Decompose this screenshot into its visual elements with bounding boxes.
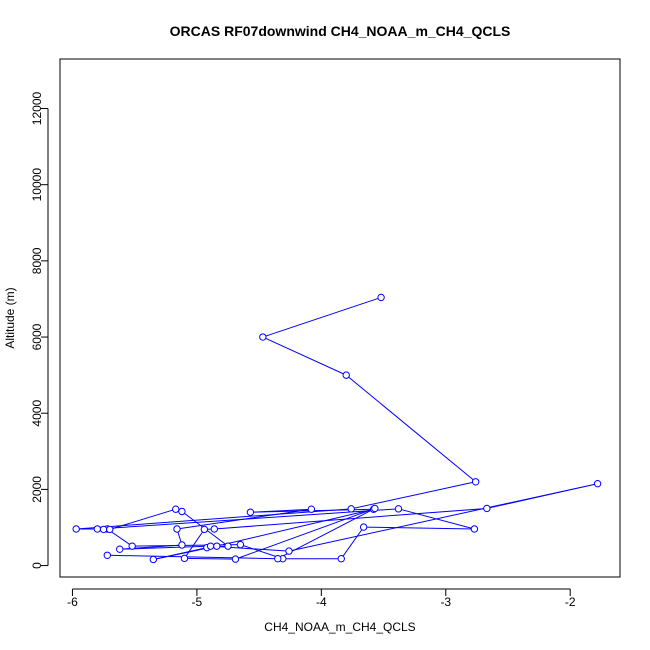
y-tick-label: 8000 (30, 247, 44, 274)
data-point (231, 555, 240, 563)
data-point (213, 542, 221, 550)
data-point (470, 525, 479, 533)
y-tick-label: 2000 (30, 476, 44, 503)
x-tick-label: -4 (316, 595, 327, 609)
y-tick-label: 12000 (30, 92, 44, 126)
series-segment (363, 526, 475, 530)
x-tick-label: -3 (440, 595, 451, 609)
series-segment (351, 481, 476, 510)
y-tick-label: 4000 (30, 400, 44, 427)
data-point (178, 507, 186, 516)
data-point (347, 505, 355, 513)
data-point (210, 525, 219, 533)
data-point (149, 555, 158, 564)
series-segment (262, 336, 347, 376)
data-point (371, 504, 379, 513)
series-segment (340, 526, 365, 560)
x-tick-label: -5 (192, 595, 203, 609)
data-point (246, 508, 255, 516)
data-point (128, 542, 136, 550)
series-segment (345, 374, 476, 483)
chart-title: ORCAS RF07downwind CH4_NOAA_m_CH4_QCLS (170, 23, 511, 39)
y-axis: 0 2000 4000 6000 8000 10000 12000 (30, 92, 49, 569)
data-point (224, 542, 232, 550)
series-segment (184, 529, 205, 559)
data-point (106, 525, 114, 534)
data-point (285, 547, 293, 555)
y-tick-label: 6000 (30, 323, 44, 350)
data-point (359, 523, 368, 531)
data-point (178, 541, 186, 549)
series-segment (235, 507, 376, 560)
plot-frame (59, 58, 621, 578)
series-segment (107, 554, 278, 560)
data-point (173, 525, 181, 533)
series-segment (262, 296, 382, 338)
series-segment (486, 483, 598, 509)
series-segment (176, 508, 312, 530)
data-series (72, 293, 602, 564)
data-point (259, 333, 267, 341)
data-point (72, 525, 80, 533)
data-point (236, 540, 245, 549)
x-axis-label: CH4_NOAA_m_CH4_QCLS (264, 620, 415, 634)
series-segment (109, 508, 176, 530)
data-point (394, 505, 403, 513)
data-point (99, 525, 108, 534)
data-point (342, 371, 350, 379)
data-point (180, 554, 189, 563)
series-segment (210, 545, 290, 552)
series-segment (277, 507, 376, 560)
y-tick-label: 0 (30, 562, 44, 569)
data-point (116, 545, 124, 553)
x-tick-label: -6 (67, 595, 78, 609)
series-segment (250, 508, 312, 513)
series-segment (119, 545, 211, 550)
y-tick-label: 10000 (30, 168, 44, 202)
data-point (471, 478, 480, 486)
series-segment (184, 557, 236, 560)
data-point (200, 525, 209, 534)
series-segment (214, 507, 487, 530)
series-segment (216, 508, 374, 547)
data-point (93, 525, 102, 533)
x-tick-label: -2 (565, 595, 576, 609)
data-point (172, 505, 180, 513)
y-axis-label: Altitude (m) (3, 287, 17, 348)
data-point (274, 555, 282, 563)
data-point (103, 551, 111, 559)
data-point (377, 293, 385, 302)
data-point (206, 542, 215, 550)
data-point (483, 504, 491, 513)
x-axis: -6 -5 -4 -3 -2 (67, 588, 576, 609)
data-point (307, 505, 316, 513)
data-point (593, 479, 602, 488)
data-point (337, 555, 345, 563)
